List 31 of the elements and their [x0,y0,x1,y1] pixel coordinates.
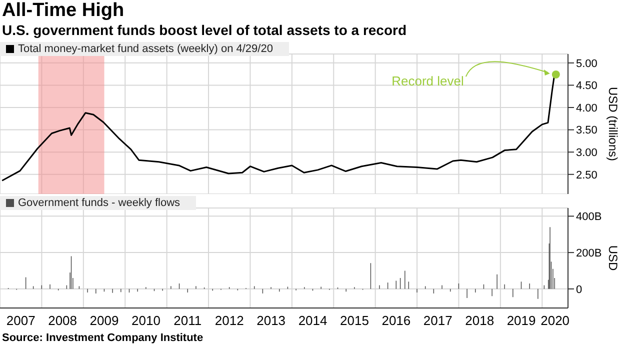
y-axis-title: USD [606,245,620,271]
y-tick-label: 2.50 [576,169,598,182]
legend-label: Government funds - weekly flows [18,197,180,209]
y-tick-label: 400B [576,211,602,224]
x-tick-label: 2016 [382,313,411,328]
chart-subtitle: U.S. government funds boost level of total assets to a record [1,22,408,38]
annotation: Record level [392,74,464,89]
y-tick-label: 3.00 [576,146,598,159]
x-tick-label: 2008 [48,313,78,328]
x-tick-label: 2009 [90,313,119,328]
x-tick-label: 2019 [506,313,536,328]
x-tick-label: 2007 [6,313,36,328]
y-axis-title: USD (trillions) [606,86,620,162]
y-tick-label: 200B [576,247,602,260]
x-tick-label: 2014 [298,313,328,328]
x-tick-label: 2015 [340,313,369,328]
x-tick-label: 2011 [174,313,202,328]
legend-label: Total money-market fund assets (weekly) on 4/29/20 [18,43,273,55]
y-tick-label: 4.50 [576,80,598,92]
source-note: Source: Investment Company Institute [1,332,204,344]
chart-title: All-Time High [1,0,126,22]
x-tick-label: 2018 [465,313,494,328]
x-tick-label: 2010 [132,313,160,328]
x-tick-label: 2020 [540,313,570,328]
x-tick-label: 2013 [256,313,286,328]
x-tick-label: 2012 [214,313,244,328]
y-tick-label: 4.00 [576,102,598,114]
y-tick-label: 5.00 [576,58,598,70]
y-tick-label: 0 [576,284,582,296]
x-tick-label: 2017 [423,313,452,328]
y-tick-label: 3.50 [576,124,598,137]
